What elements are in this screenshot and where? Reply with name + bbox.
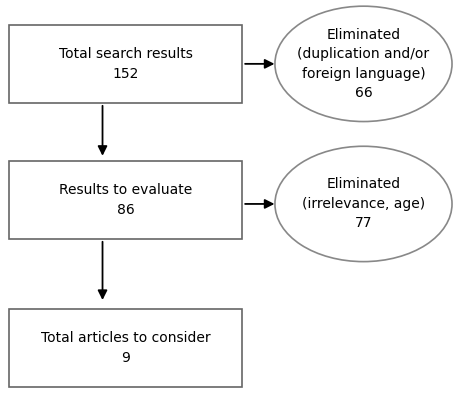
FancyBboxPatch shape — [9, 309, 242, 387]
Text: Total search results
152: Total search results 152 — [59, 47, 193, 81]
FancyBboxPatch shape — [9, 25, 242, 103]
Ellipse shape — [275, 146, 452, 262]
Text: Results to evaluate
86: Results to evaluate 86 — [59, 183, 192, 217]
Text: Total articles to consider
9: Total articles to consider 9 — [41, 331, 211, 365]
Text: Eliminated
(irrelevance, age)
77: Eliminated (irrelevance, age) 77 — [302, 178, 425, 230]
FancyBboxPatch shape — [9, 161, 242, 239]
Text: Eliminated
(duplication and/or
foreign language)
66: Eliminated (duplication and/or foreign l… — [297, 28, 430, 100]
Ellipse shape — [275, 6, 452, 122]
